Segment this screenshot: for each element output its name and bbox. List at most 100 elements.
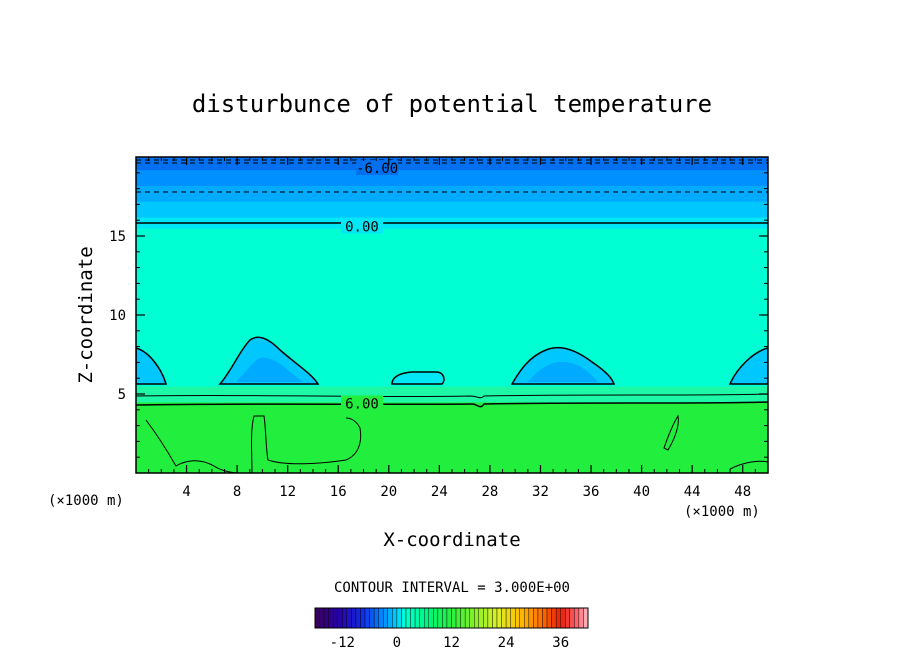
cold-bubble-1-core [236,357,304,382]
layer-band-4 [136,201,768,218]
colorbar-segment [364,607,370,629]
colorbar-segment [401,607,407,629]
colorbar-segment [392,607,398,629]
layer-band-5 [136,185,768,202]
x-tick-label: 16 [330,484,347,500]
colorbar-tick-label: -12 [330,635,355,651]
chart-title: disturbunce of potential temperature [192,90,712,118]
x-ticks: 4 8 12 16 20 24 28 32 36 40 44 48 [148,157,756,500]
colorbar-segment [478,607,484,629]
x-tick-label: 44 [684,484,701,500]
y-tick-label: 5 [118,387,126,403]
y-tick-label: 10 [109,308,126,324]
colorbar-segment [410,607,416,629]
colorbar-segment [442,607,448,629]
colorbar-segment [528,607,534,629]
x-tick-label: 8 [233,484,241,500]
colorbar-segment [565,607,571,629]
x-tick-label: 36 [583,484,600,500]
colorbar-segment [451,607,457,629]
x-axis-label: X-coordinate [383,529,520,551]
contour-lines [136,159,768,408]
colorbar-segment [460,607,466,629]
colorbar-segment [474,607,480,629]
surface-contour-2 [251,415,362,473]
colorbar-segment [483,607,489,629]
colorbar-segment [424,607,429,629]
contour-plus-3 [136,393,768,399]
surface-contour-1 [145,419,241,473]
colorbar-segment [515,607,520,629]
contour-features [136,336,768,473]
colorbar-segment [405,607,411,629]
layer-band-1 [136,386,768,403]
colorbar-segment [387,607,393,629]
colorbar-segment [464,607,470,629]
colorbar-segment [373,607,379,629]
x-tick-label: 4 [182,484,190,500]
colorbar-segment [546,607,552,629]
colorbar [314,607,589,629]
plot-area: -6.00 0.00 6.00 [136,157,768,473]
contour-labels: -6.00 0.00 6.00 [340,160,399,412]
x-tick-label: 48 [734,484,751,500]
colorbar-segment [446,607,452,629]
colorbar-segment [360,607,366,629]
colorbar-segment [355,607,361,629]
colorbar-segment [314,607,320,629]
colorbar-segment [378,607,384,629]
x-tick-label: 40 [633,484,650,500]
colorbar-segment [469,607,475,629]
contour-label-bg [340,218,383,234]
colorbar-segment [346,607,352,629]
colorbar-segment [519,607,525,629]
contour-plus-6 [136,401,768,408]
colorbar-segment [369,607,375,629]
contour-label-bg [356,160,399,176]
colorbar-tick-label: 24 [498,635,515,651]
colorbar-segment [537,607,543,629]
colorbar-segment [323,607,329,629]
contour-label-bg [340,395,383,411]
colorbar-segment [342,607,348,629]
colorbar-segment [351,607,357,629]
colorbar-segment [496,607,502,629]
colorbar-segment [574,607,580,629]
colorbar-segment [383,607,389,629]
contour-label: 0.00 [345,220,379,236]
layer-band-6 [136,169,768,186]
z-unit-label: (×1000 m) [48,493,124,509]
x-tick-label: 28 [481,484,498,500]
colorbar-segment [555,607,561,629]
colorbar-segment [337,607,343,629]
x-tick-label: 24 [431,484,448,500]
colorbar-segment [510,607,516,629]
colorbar-tick-label: 12 [443,635,460,651]
colorbar-segment [428,607,434,629]
colorbar-ticks: -12 0 12 24 36 [330,635,569,651]
surface-contour-4 [729,460,768,470]
colorbar-segment [569,607,575,629]
y-ticks: 5 10 15 [109,172,768,458]
colorbar-segment [524,607,530,629]
colorbar-segment [319,607,325,629]
colorbar-segment [505,607,511,629]
contour-interval: CONTOUR INTERVAL = 3.000E+00 [334,580,570,596]
surface-contour-3 [663,414,679,451]
colorbar-segment [492,607,498,629]
colorbar-segment [560,607,566,629]
colorbar-tick-label: 36 [552,635,569,651]
colorbar-segment [333,607,338,629]
colorbar-segment [455,607,461,629]
colorbar-segment [328,607,334,629]
contour-label: -6.00 [356,161,398,177]
color-layers [136,157,768,473]
contour-label: 6.00 [345,396,379,412]
y-tick-label: 15 [109,229,126,245]
colorbar-segment [396,607,402,629]
colorbar-segment [583,607,589,629]
y-axis-label: Z-coordinate [75,246,97,383]
layer-band-2 [136,228,768,387]
colorbar-tick-label: 0 [393,635,401,651]
